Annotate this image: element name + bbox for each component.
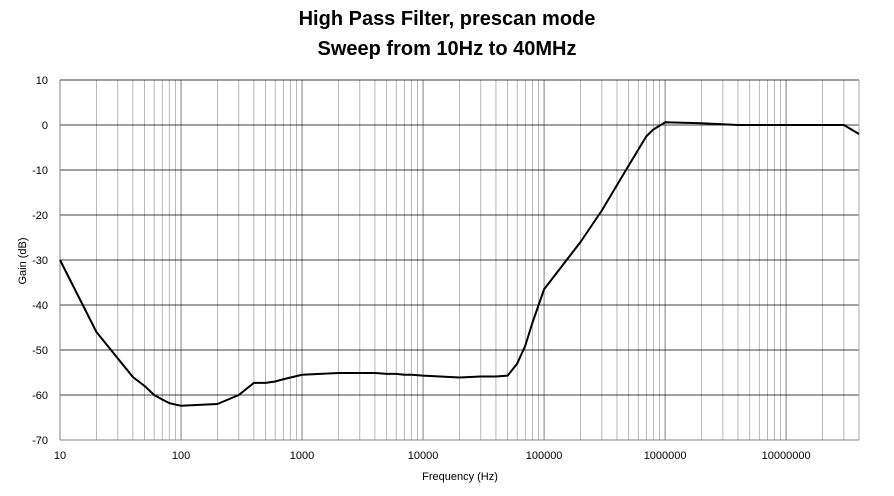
y-tick-label: -60 [32, 390, 48, 402]
x-tick-label: 100000 [526, 450, 563, 462]
x-axis-ticks: 10 100 1000 10000 100000 1000000 10000000 [54, 450, 811, 462]
y-tick-label: -40 [32, 300, 48, 312]
y-axis-label: Gain (dB) [17, 237, 29, 284]
x-tick-label: 1000 [290, 450, 314, 462]
x-tick-label: 1000000 [644, 450, 687, 462]
y-tick-label: 0 [42, 120, 48, 132]
y-tick-label: -70 [32, 435, 48, 447]
chart-subtitle: Sweep from 10Hz to 40MHz [317, 38, 577, 60]
y-tick-label: -10 [32, 165, 48, 177]
x-tick-label: 10000 [408, 450, 439, 462]
x-tick-label: 10 [54, 450, 66, 462]
x-tick-label: 100 [172, 450, 190, 462]
y-axis-ticks: 10 0 -10 -20 -30 -40 -50 -60 -70 [32, 75, 48, 447]
series-line [59, 121, 860, 407]
y-tick-label: 10 [36, 75, 48, 87]
plot-area [59, 121, 860, 407]
y-tick-label: -20 [32, 210, 48, 222]
y-tick-label: -50 [32, 345, 48, 357]
chart-title: High Pass Filter, prescan mode [298, 8, 596, 30]
x-axis-label: Frequency (Hz) [422, 471, 498, 483]
gridlines [59, 79, 860, 441]
y-tick-label: -30 [32, 255, 48, 267]
x-tick-label: 10000000 [762, 450, 811, 462]
